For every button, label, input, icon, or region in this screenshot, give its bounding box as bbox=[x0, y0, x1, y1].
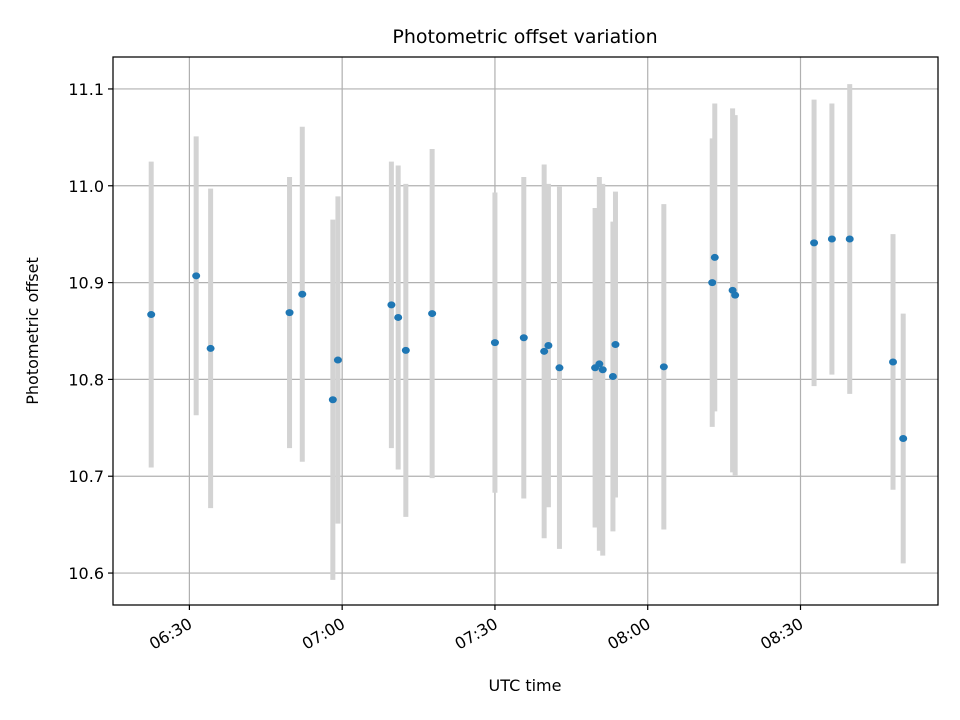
data-point bbox=[540, 347, 549, 355]
data-point bbox=[298, 290, 307, 298]
y-tick-label: 10.6 bbox=[68, 564, 104, 583]
data-point bbox=[710, 253, 719, 261]
data-point bbox=[845, 235, 854, 243]
data-point bbox=[555, 364, 564, 372]
data-point bbox=[387, 301, 396, 309]
data-point bbox=[708, 279, 717, 287]
data-point bbox=[394, 313, 403, 321]
data-point bbox=[889, 358, 898, 366]
data-point bbox=[810, 239, 819, 247]
data-point bbox=[192, 272, 201, 280]
data-point bbox=[333, 356, 342, 364]
y-tick-label: 11.1 bbox=[68, 80, 104, 99]
data-point bbox=[206, 344, 215, 352]
data-points bbox=[147, 235, 908, 442]
data-point bbox=[608, 373, 617, 381]
data-point bbox=[731, 291, 740, 299]
x-axis-title: UTC time bbox=[489, 676, 562, 695]
data-point bbox=[611, 341, 620, 349]
data-point bbox=[285, 309, 294, 317]
y-tick-label: 10.9 bbox=[68, 274, 104, 293]
data-point bbox=[519, 334, 528, 342]
y-axis-ticks: 10.6 10.7 10.8 10.9 11.0 11.1 bbox=[68, 80, 113, 583]
y-tick-label: 10.7 bbox=[68, 467, 104, 486]
chart-title: Photometric offset variation bbox=[392, 26, 657, 48]
data-point bbox=[544, 342, 553, 350]
data-point bbox=[595, 360, 604, 368]
y-tick-label: 11.0 bbox=[68, 177, 104, 196]
data-point bbox=[659, 363, 668, 371]
data-point bbox=[827, 235, 836, 243]
data-point bbox=[899, 434, 908, 442]
y-tick-label: 10.8 bbox=[68, 370, 104, 389]
data-point bbox=[401, 346, 410, 354]
data-point bbox=[147, 311, 156, 319]
data-point bbox=[328, 396, 337, 404]
data-point bbox=[598, 366, 607, 374]
data-point bbox=[428, 310, 437, 318]
y-axis-title: Photometric offset bbox=[23, 257, 42, 405]
plot-frame bbox=[112, 56, 939, 606]
data-point bbox=[490, 339, 499, 347]
